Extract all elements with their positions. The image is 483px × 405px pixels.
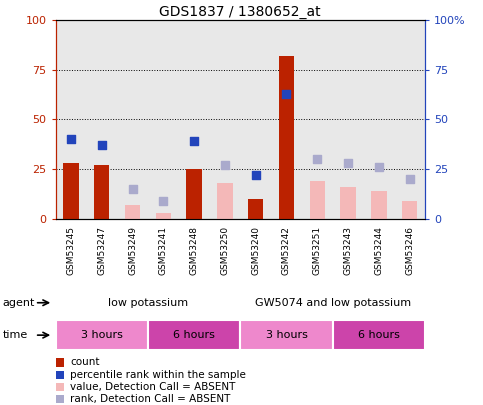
Text: 3 hours: 3 hours: [266, 330, 307, 340]
Text: GSM53247: GSM53247: [97, 226, 106, 275]
Text: rank, Detection Call = ABSENT: rank, Detection Call = ABSENT: [70, 394, 230, 404]
Text: percentile rank within the sample: percentile rank within the sample: [70, 370, 246, 379]
Bar: [148, 320, 241, 350]
Text: GSM53251: GSM53251: [313, 226, 322, 275]
Text: value, Detection Call = ABSENT: value, Detection Call = ABSENT: [70, 382, 235, 392]
Text: agent: agent: [2, 298, 35, 308]
Text: GSM53248: GSM53248: [190, 226, 199, 275]
Text: GSM53250: GSM53250: [220, 226, 229, 275]
Text: GSM53241: GSM53241: [159, 226, 168, 275]
Text: 3 hours: 3 hours: [81, 330, 123, 340]
Point: [190, 138, 198, 145]
Bar: [310, 181, 325, 219]
Bar: [371, 191, 386, 219]
Point: [252, 172, 259, 178]
Text: GSM53246: GSM53246: [405, 226, 414, 275]
Point: [406, 176, 413, 182]
Text: 6 hours: 6 hours: [358, 330, 400, 340]
Bar: [248, 199, 263, 219]
Text: time: time: [2, 330, 28, 340]
Text: GSM53245: GSM53245: [67, 226, 75, 275]
Text: low potassium: low potassium: [108, 298, 188, 308]
Text: count: count: [70, 358, 99, 367]
Point: [128, 185, 136, 192]
Bar: [56, 320, 148, 350]
Title: GDS1837 / 1380652_at: GDS1837 / 1380652_at: [159, 5, 321, 19]
Text: GW5074 and low potassium: GW5074 and low potassium: [255, 298, 411, 308]
Point: [98, 142, 106, 149]
Bar: [156, 213, 171, 219]
Bar: [63, 163, 79, 219]
Point: [344, 160, 352, 166]
Bar: [125, 205, 140, 219]
Text: GSM53244: GSM53244: [374, 226, 384, 275]
Text: GSM53242: GSM53242: [282, 226, 291, 275]
Bar: [94, 165, 110, 219]
Point: [67, 136, 75, 143]
Text: GSM53240: GSM53240: [251, 226, 260, 275]
Bar: [341, 187, 356, 219]
Point: [313, 156, 321, 162]
Text: GSM53243: GSM53243: [343, 226, 353, 275]
Point: [221, 162, 229, 168]
Text: GSM53249: GSM53249: [128, 226, 137, 275]
Point: [283, 90, 290, 97]
Text: 6 hours: 6 hours: [173, 330, 215, 340]
Bar: [402, 201, 417, 219]
Bar: [186, 169, 202, 219]
Bar: [241, 320, 333, 350]
Bar: [333, 320, 425, 350]
Bar: [279, 56, 294, 219]
Point: [375, 164, 383, 171]
Point: [159, 198, 167, 204]
Bar: [217, 183, 233, 219]
